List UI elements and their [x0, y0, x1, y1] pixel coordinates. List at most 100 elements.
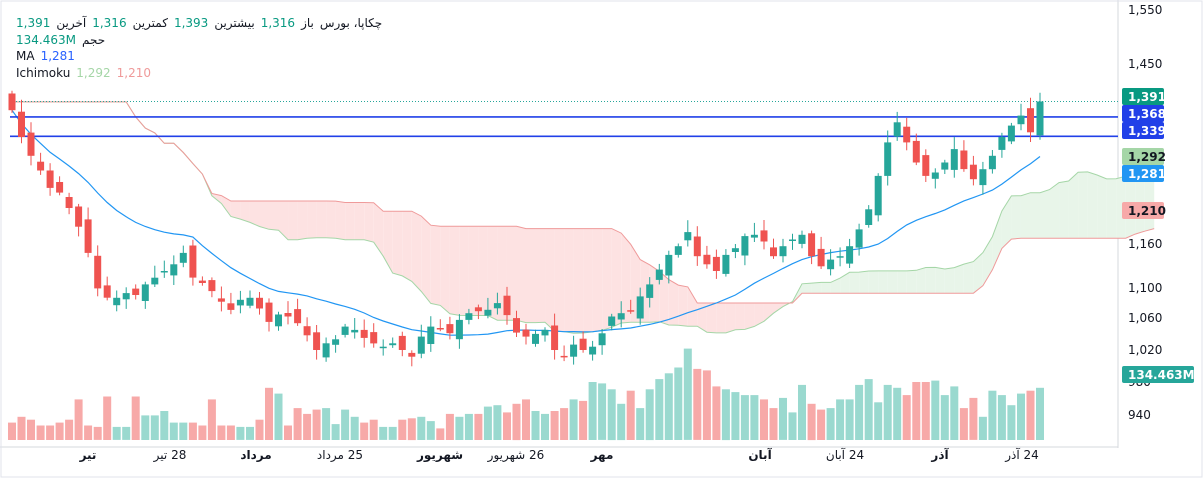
volume-bar	[255, 419, 264, 440]
candle-body	[179, 252, 187, 263]
volume-bar	[1007, 405, 1016, 440]
volume-bar	[179, 422, 188, 440]
y-axis-tick-label: 1,550	[1128, 3, 1162, 17]
legend-ichimoku-label: Ichimoku	[16, 65, 71, 80]
y-axis-tick-label: 940	[1128, 408, 1151, 422]
candle-body	[636, 296, 644, 319]
volume-bar	[702, 370, 711, 440]
candle-body	[750, 234, 758, 238]
candle-body	[379, 346, 387, 349]
volume-bar	[902, 395, 911, 440]
candle-body	[455, 319, 463, 340]
candle-body	[341, 326, 349, 335]
cloud-segment	[763, 303, 774, 322]
legend-ichimoku-value2: 1,210	[116, 65, 152, 80]
candle-body	[474, 307, 482, 312]
volume-bar	[217, 425, 226, 440]
volume-bar	[531, 411, 540, 440]
price-label-box	[1122, 165, 1164, 182]
cloud-segment	[307, 201, 317, 239]
volume-bar	[322, 408, 331, 440]
volume-bar	[464, 413, 473, 440]
cloud-segment	[554, 228, 565, 332]
cloud-segment	[849, 272, 860, 294]
x-axis-tick-label: شهریور	[416, 448, 463, 463]
cloud-segment	[383, 211, 393, 274]
volume-bar	[607, 389, 616, 441]
cloud-segment	[1078, 171, 1088, 239]
cloud-segment	[526, 228, 536, 323]
cloud-segment	[754, 303, 764, 327]
legend-high-label: بیشترین	[214, 16, 255, 30]
volume-bar	[845, 399, 854, 440]
candle-body	[408, 352, 416, 357]
volume-bar	[864, 379, 873, 440]
volume-bar	[36, 425, 45, 440]
legend-ohlc-row: چکاپا، بورس باز 1,316 بیشترین 1,393 کمتر…	[16, 15, 382, 32]
volume-bar	[560, 408, 569, 440]
volume-bar	[483, 406, 492, 440]
volume-bar	[341, 409, 350, 440]
candle-body	[789, 239, 796, 241]
x-axis-tick-label: 25 مرداد	[317, 448, 363, 463]
cloud-segment	[459, 226, 469, 316]
cloud-segment	[345, 202, 355, 240]
cloud-segment	[449, 226, 460, 316]
candle-body	[703, 254, 711, 265]
candle-body	[912, 140, 920, 163]
volume-bar	[131, 396, 140, 440]
y-axis-tick-label: 1,160	[1128, 237, 1162, 251]
cloud-segment	[878, 270, 888, 294]
price-label: 1,391	[1122, 88, 1166, 105]
candle-body	[865, 209, 873, 225]
volume-bar	[169, 422, 178, 440]
volume-bar	[93, 426, 102, 440]
volume-bar	[959, 408, 968, 440]
candle-body	[503, 295, 511, 316]
candle-body	[322, 343, 330, 358]
candle-body	[770, 247, 777, 257]
candle-body	[513, 318, 520, 333]
volume-bar	[474, 413, 483, 440]
price-label-box	[1122, 105, 1164, 122]
candle-body	[303, 326, 311, 336]
price-label: 1,210	[1122, 202, 1166, 219]
price-label: 1,339	[1122, 122, 1166, 139]
candle-body	[998, 137, 1006, 150]
candle-body	[922, 155, 930, 176]
cloud-segment	[1011, 195, 1021, 240]
volume-bar	[950, 386, 959, 440]
candle-body	[275, 314, 282, 327]
volume-bar	[112, 426, 121, 440]
volume-bar	[198, 425, 207, 440]
cloud-segment	[516, 226, 526, 323]
volume-bar	[46, 425, 55, 440]
legend-volume-label: حجم	[81, 32, 106, 47]
candle-body	[465, 313, 473, 320]
volume-bar	[103, 396, 112, 440]
candle-body	[988, 155, 996, 170]
candle-body	[731, 248, 739, 252]
candle-body	[950, 149, 958, 170]
cloud-segment	[1020, 192, 1031, 239]
cloud-segment	[573, 228, 584, 334]
candle-body	[417, 336, 425, 354]
candle-body	[103, 285, 111, 298]
cloud-segment	[840, 272, 850, 294]
cloud-segment	[288, 201, 298, 240]
volume-bar	[55, 422, 64, 440]
candle-body	[37, 161, 45, 171]
candle-body	[313, 332, 321, 350]
candle-body	[893, 122, 901, 137]
legend-ichimoku-row: Ichimoku 1,292 1,210	[16, 65, 382, 82]
cloud-segment	[859, 270, 869, 294]
candle-body	[208, 280, 216, 292]
candle-body	[655, 269, 663, 280]
cloud-segment	[297, 201, 308, 240]
cloud-segment	[468, 226, 479, 316]
price-label: 134.463M	[1122, 366, 1195, 383]
price-label-text: 1,368	[1128, 107, 1166, 121]
candle-body	[884, 142, 892, 176]
